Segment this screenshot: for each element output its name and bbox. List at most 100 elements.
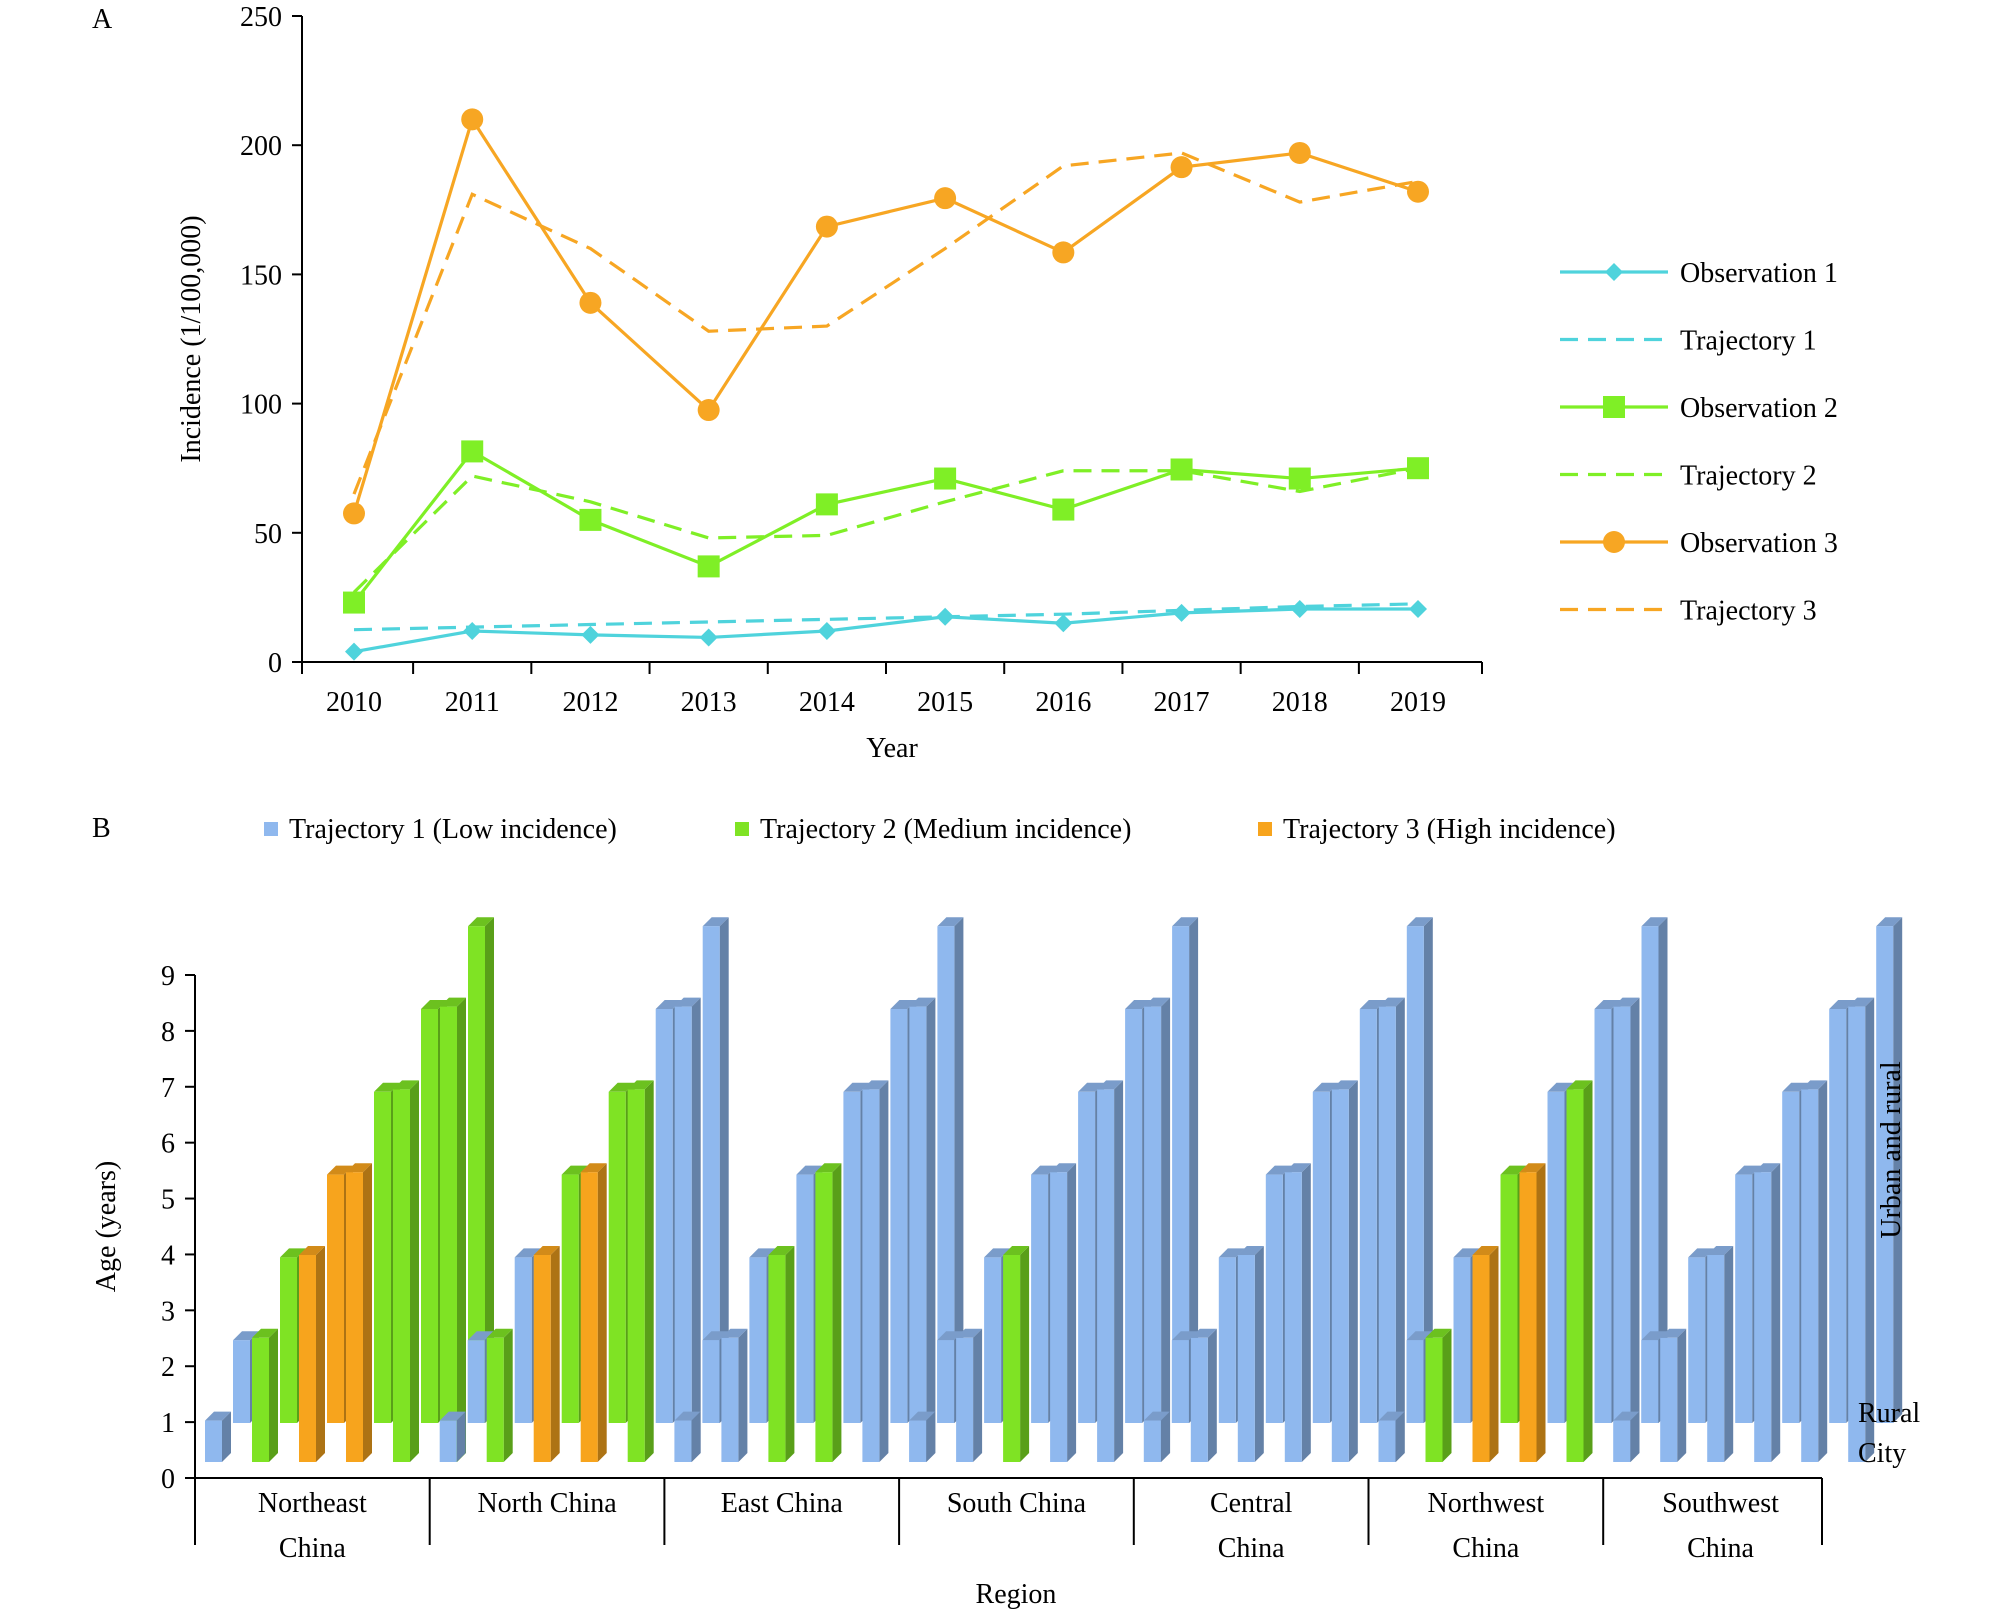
- bar-side: [719, 917, 729, 1423]
- bar-top: [749, 1248, 776, 1258]
- bar-front: [1735, 1174, 1753, 1423]
- data-point: [1407, 180, 1429, 203]
- bar-top: [514, 1248, 541, 1258]
- bar-top: [1378, 997, 1405, 1007]
- data-point: [461, 108, 484, 131]
- bar-top: [1500, 1165, 1527, 1175]
- series-line: [353, 607, 1418, 654]
- bar-top: [486, 1328, 513, 1338]
- bar-top: [1331, 1080, 1358, 1090]
- bar-side: [1160, 1411, 1170, 1462]
- bar-side: [457, 997, 466, 1462]
- x-tick-label: 2014: [799, 687, 855, 718]
- bar-front: [815, 1172, 833, 1462]
- bar-front: [702, 1340, 720, 1423]
- y-tick-label: 3: [161, 1296, 175, 1327]
- bar-front: [984, 1257, 1002, 1423]
- bar: [1097, 1080, 1124, 1462]
- bar: [1172, 917, 1199, 1423]
- bar: [533, 1246, 560, 1462]
- data-point: [343, 591, 365, 614]
- bar-front: [1265, 1174, 1283, 1423]
- bar-top: [843, 1082, 870, 1092]
- y-axis-title: Age (years): [91, 1161, 122, 1292]
- bar-side: [926, 1411, 936, 1462]
- bar-front: [1312, 1091, 1330, 1423]
- data-point: [697, 555, 720, 578]
- bar-front: [1284, 1172, 1302, 1462]
- x-tick-label: 2019: [1390, 687, 1446, 718]
- bar-top: [1406, 917, 1433, 927]
- bar-front: [1125, 1009, 1143, 1423]
- bar-top: [956, 1328, 983, 1338]
- bar-side: [1630, 997, 1640, 1462]
- bar-top: [796, 1165, 823, 1175]
- line-chart-panel: 0 50 100 150 200 250 2010 2011 2012 2013 2014 2015 2…: [176, 2, 1838, 764]
- bar-side: [1724, 1246, 1734, 1462]
- bar-front: [533, 1255, 551, 1462]
- x-tick-label: 2012: [562, 687, 618, 718]
- bar-top: [1829, 1000, 1856, 1010]
- bar-front: [1660, 1337, 1678, 1462]
- bar-top: [327, 1165, 353, 1175]
- bar: [468, 917, 494, 1423]
- bar-front: [796, 1174, 814, 1423]
- bar-top: [421, 1000, 447, 1010]
- x-tick-label: China: [1687, 1533, 1754, 1564]
- bar-front: [421, 1009, 438, 1423]
- bar: [1378, 1411, 1405, 1462]
- bar-side: [1630, 1411, 1640, 1462]
- bar-side: [1114, 1080, 1124, 1462]
- bar-top: [702, 917, 729, 927]
- bar-top: [608, 1082, 635, 1092]
- y-tick-label: 6: [161, 1129, 175, 1160]
- bar-top: [205, 1411, 231, 1421]
- bar-side: [485, 917, 494, 1423]
- bar-side: [410, 1080, 419, 1462]
- bar-side: [954, 917, 964, 1423]
- bar-front: [843, 1091, 861, 1423]
- bar-top: [890, 1000, 917, 1010]
- bar-side: [691, 1411, 701, 1462]
- data-point: [936, 607, 955, 626]
- x-tick-label: Northwest: [1428, 1488, 1545, 1519]
- data-point: [1288, 467, 1311, 490]
- bar-front: [1472, 1255, 1490, 1462]
- bar-top: [1125, 1000, 1152, 1010]
- data-point: [1170, 156, 1193, 179]
- bar-front: [1378, 1420, 1396, 1462]
- bar-front: [393, 1089, 410, 1462]
- bar: [1641, 917, 1668, 1423]
- bar-side: [1020, 1246, 1030, 1462]
- data-point: [343, 502, 365, 525]
- bar-front: [1782, 1091, 1800, 1423]
- bar-top: [1171, 1331, 1198, 1341]
- bar-front: [1801, 1089, 1819, 1462]
- bar: [937, 917, 964, 1423]
- bar-top: [561, 1165, 588, 1175]
- bar: [346, 1163, 372, 1462]
- bar-top: [674, 997, 701, 1007]
- bar-top: [909, 1411, 936, 1421]
- bar-top: [299, 1246, 325, 1256]
- data-point: [697, 399, 720, 422]
- bar-top: [1050, 1163, 1077, 1173]
- bar-top: [1782, 1082, 1809, 1092]
- bar-front: [1453, 1257, 1471, 1423]
- x-tick-label: 2015: [917, 687, 973, 718]
- bar-front: [1594, 1009, 1612, 1423]
- x-tick-label: China: [1452, 1533, 1519, 1564]
- bar: [580, 1163, 607, 1462]
- bar-front: [467, 1340, 485, 1423]
- bar-side: [1423, 917, 1433, 1423]
- series-line: [352, 151, 1419, 495]
- y-tick-label: 200: [240, 131, 282, 162]
- bar: [1237, 1246, 1264, 1462]
- legend-swatch: [735, 822, 749, 836]
- bar-top: [1547, 1082, 1574, 1092]
- data-point: [817, 621, 836, 640]
- bar-top: [580, 1163, 607, 1173]
- bar-side: [1067, 1163, 1077, 1462]
- legend-marker: [1603, 531, 1625, 553]
- bar-top: [468, 917, 494, 927]
